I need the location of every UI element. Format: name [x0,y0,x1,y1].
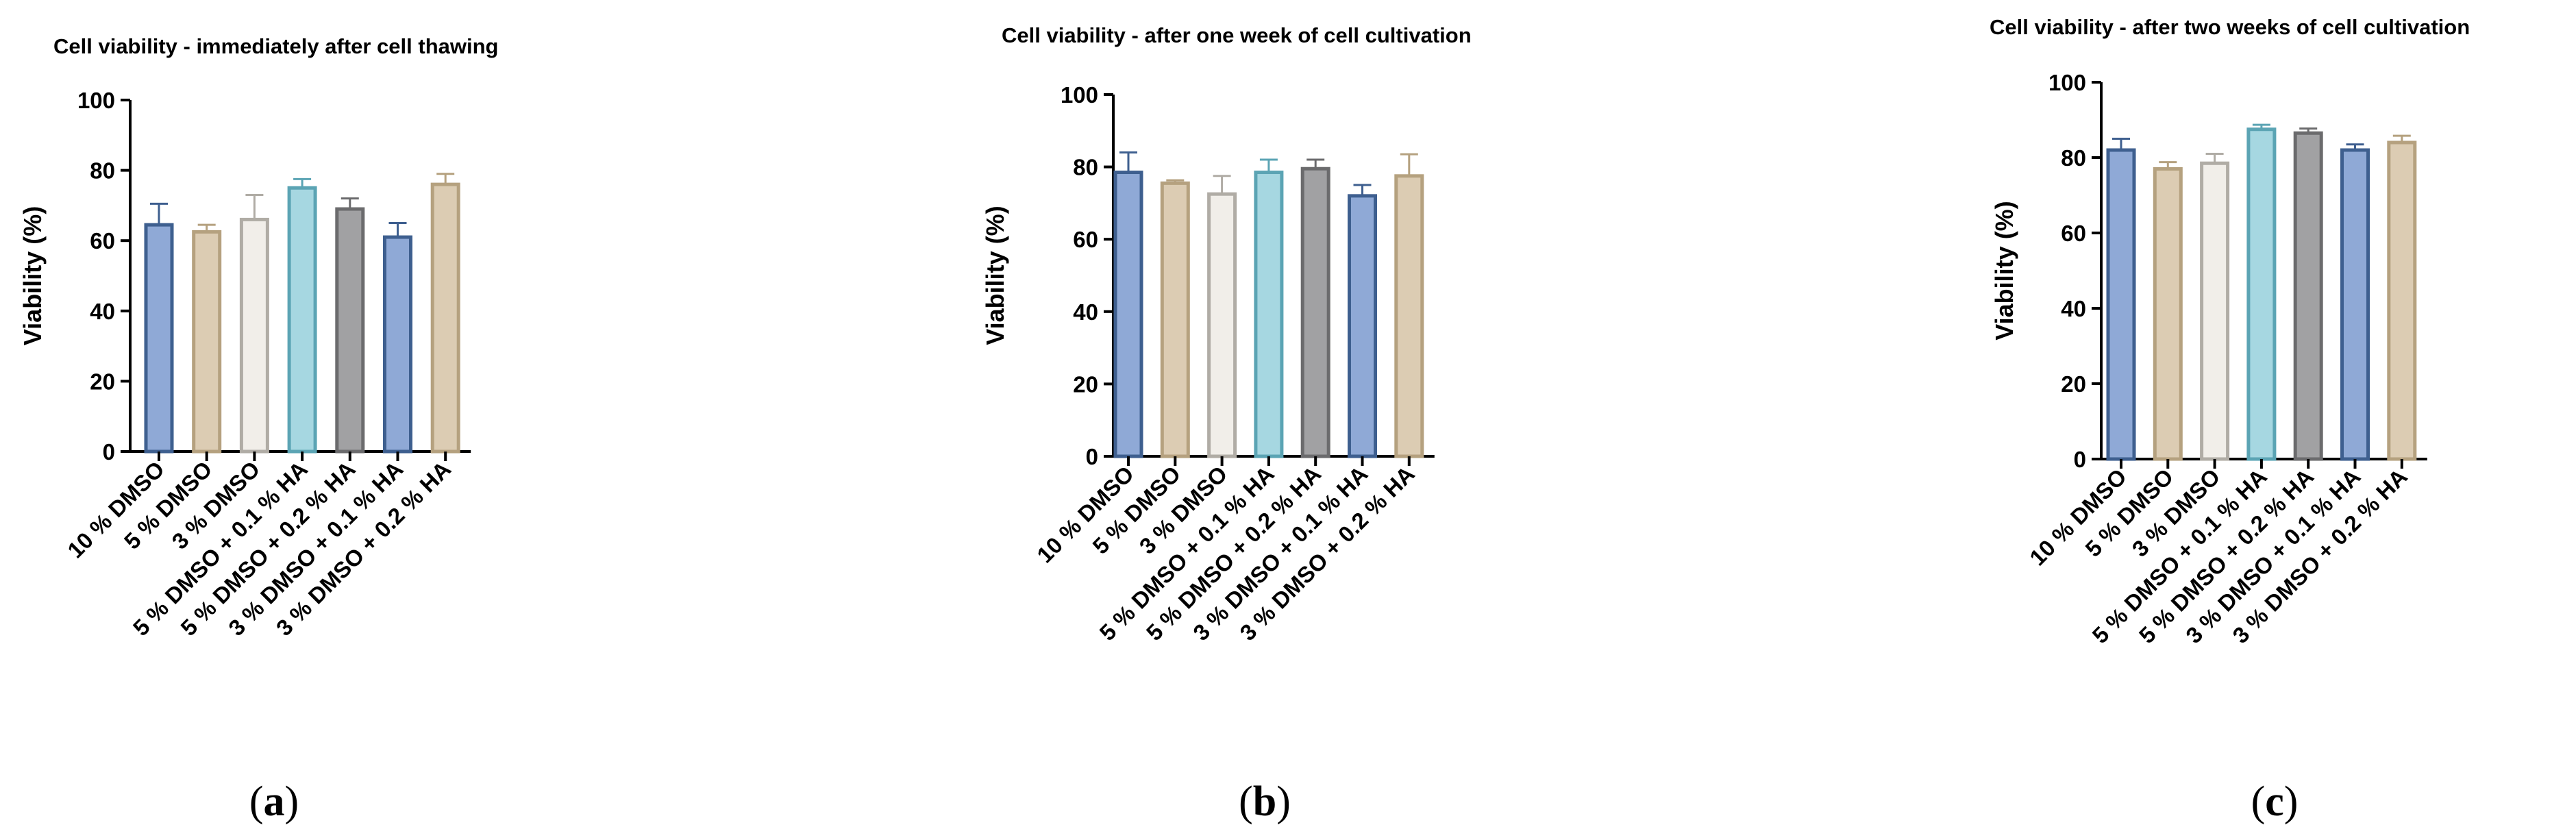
y-tick-label: 80 [2061,145,2086,171]
bar [2246,127,2277,461]
bar [1113,171,1143,458]
panel-label: (c) [2251,778,2299,825]
panel-letter: a [264,778,285,825]
bar [1300,166,1330,458]
y-axis-label: Viability (%) [1990,201,2018,340]
y-tick-label: 40 [90,299,115,324]
y-tick-label: 60 [1073,227,1098,252]
y-tick-label: 80 [90,158,115,184]
bar [1160,181,1190,458]
bar [2200,161,2230,461]
bar [144,223,174,454]
bar [287,186,317,454]
panel-b: Cell viability - after one week of cell … [981,23,1472,825]
y-tick-label: 60 [2061,221,2086,246]
bar [2153,167,2183,461]
y-tick-label: 0 [2074,447,2086,472]
bar [430,182,460,454]
chart-title: Cell viability - after one week of cell … [1002,23,1472,47]
y-tick-label: 0 [1086,444,1098,469]
y-tick-label: 0 [103,439,115,465]
bar [192,230,222,454]
panel-letter: c [2265,778,2284,825]
y-tick-label: 100 [1061,82,1098,108]
bar [1254,171,1284,458]
y-tick-label: 40 [1073,299,1098,325]
y-tick-label: 20 [1073,371,1098,397]
bar [2106,148,2136,461]
y-tick-label: 80 [1073,155,1098,180]
bar [2387,140,2417,461]
bar [1207,192,1237,458]
bar [239,217,269,454]
panel-c: Cell viability - after two weeks of cell… [1990,15,2470,825]
chart-title: Cell viability - after two weeks of cell… [1990,15,2470,39]
y-axis-label: Viability (%) [18,206,47,345]
bar [2340,148,2370,461]
bar [2293,131,2323,461]
chart-title: Cell viability - immediately after cell … [53,34,498,58]
y-tick-label: 20 [2061,371,2086,397]
panel-label: (b) [1239,778,1291,825]
y-tick-label: 100 [2048,70,2086,95]
bar [335,207,365,454]
y-axis-label: Viability (%) [981,206,1009,345]
bar [383,235,412,454]
panel-letter: b [1253,778,1276,825]
panel-a: Cell viability - immediately after cell … [18,34,498,825]
y-tick-label: 20 [90,369,115,394]
bar [1348,194,1377,458]
y-tick-label: 40 [2061,296,2086,321]
y-tick-label: 100 [77,88,115,113]
y-tick-label: 60 [90,228,115,254]
panel-label: (a) [249,778,299,825]
bar [1394,174,1424,458]
